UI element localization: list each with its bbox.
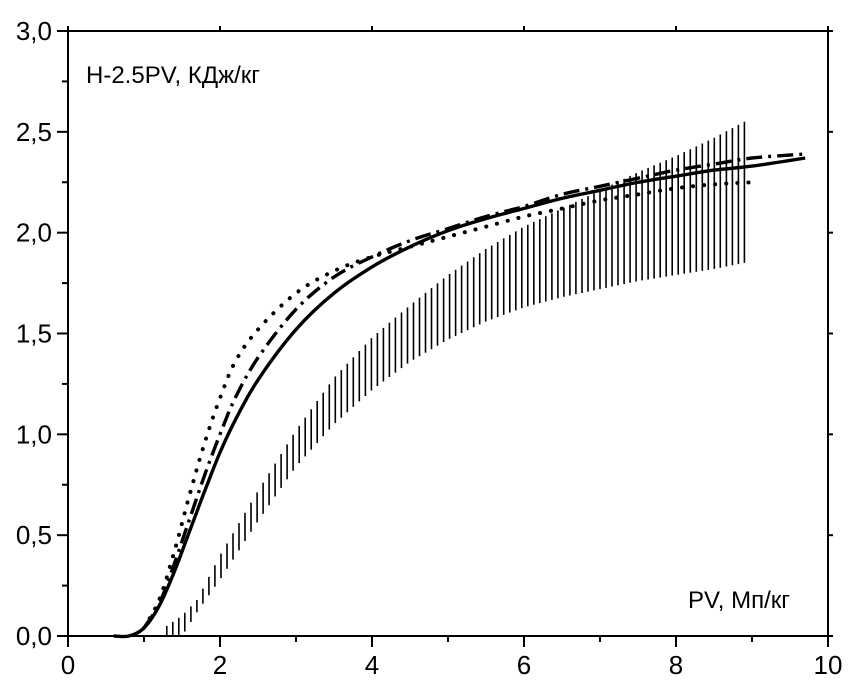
dotted-curve: [142, 180, 754, 630]
y-tick-label: 0,0: [16, 621, 52, 651]
dash-dot-curve: [142, 152, 806, 629]
x-tick-label: 10: [814, 650, 843, 680]
y-tick-label: 1,0: [16, 419, 52, 449]
x-tick-label: 0: [61, 650, 75, 680]
y-axis-title: H-2.5PV, КДж/кг: [86, 62, 260, 89]
y-tick-label: 1,5: [16, 319, 52, 349]
series-layer: [113, 152, 806, 639]
tick-labels: 0 2 4 6 8 10 0,0 0,5 1,0 1,5 2,0 2,5 3,0: [16, 16, 843, 680]
x-tick-label: 4: [365, 650, 379, 680]
y-tick-label: 2,0: [16, 218, 52, 248]
y-tick-label: 0,5: [16, 520, 52, 550]
y-tick-label: 3,0: [16, 16, 52, 46]
hatched-band: [166, 121, 746, 636]
x-tick-label: 8: [669, 650, 683, 680]
x-axis-title: PV, Мп/кг: [688, 587, 790, 614]
x-tick-label: 2: [213, 650, 227, 680]
axis-ticks: [57, 26, 833, 647]
solid-curve: [113, 156, 806, 639]
x-tick-label: 6: [517, 650, 531, 680]
y-tick-label: 2,5: [16, 117, 52, 147]
